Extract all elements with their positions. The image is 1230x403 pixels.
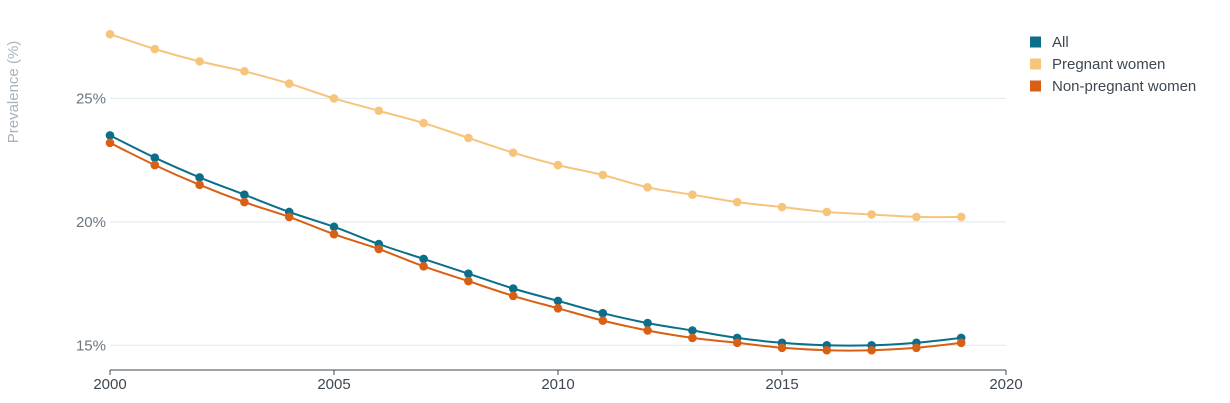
- data-point: [777, 343, 787, 353]
- data-point: [867, 210, 876, 219]
- data-point: [598, 170, 608, 180]
- data-point: [195, 180, 204, 190]
- data-point: [374, 106, 384, 116]
- data-point: [464, 133, 473, 143]
- data-point: [374, 244, 384, 254]
- data-point: [240, 66, 249, 76]
- data-point: [464, 276, 473, 286]
- data-point: [688, 326, 697, 335]
- data-point: [464, 269, 473, 279]
- legend-swatch: [1030, 36, 1041, 48]
- data-point: [508, 291, 518, 301]
- series-lines: [105, 29, 966, 355]
- x-tick-label: 2005: [317, 376, 350, 393]
- y-tick-label: 25%: [76, 90, 106, 107]
- data-point: [150, 153, 160, 162]
- legend-label: Non-pregnant women: [1052, 78, 1196, 95]
- legend-item: Pregnant women: [1030, 56, 1165, 73]
- data-point: [195, 57, 204, 66]
- x-tick-label: 2015: [765, 376, 798, 393]
- data-point: [956, 338, 966, 348]
- data-point: [822, 207, 832, 217]
- legend: All Pregnant women Non-pregnant women: [1030, 34, 1196, 95]
- data-point: [553, 303, 563, 313]
- data-point: [553, 160, 563, 170]
- data-point: [240, 190, 249, 200]
- data-point: [822, 345, 832, 355]
- data-point: [598, 316, 608, 325]
- y-axis-tick-labels: 15% 20% 25%: [76, 90, 106, 354]
- data-point: [732, 338, 742, 348]
- data-point: [956, 212, 966, 222]
- data-point: [643, 182, 652, 192]
- series-line: [109, 134, 962, 347]
- x-axis-tick-labels: 2000 2005 2010 2015 2020: [93, 376, 1022, 393]
- legend-swatch: [1030, 80, 1041, 92]
- legend-item: Non-pregnant women: [1030, 78, 1196, 95]
- data-point: [598, 308, 608, 318]
- data-point: [732, 197, 742, 207]
- data-point: [912, 212, 921, 222]
- x-tick-label: 2020: [989, 376, 1022, 393]
- data-point: [508, 148, 518, 158]
- y-tick-label: 20%: [76, 214, 106, 231]
- series-line: [109, 142, 962, 352]
- data-point: [105, 131, 115, 140]
- data-point: [105, 138, 115, 148]
- data-point: [329, 229, 339, 239]
- data-point: [150, 44, 160, 54]
- data-point: [105, 29, 115, 39]
- data-point: [867, 345, 876, 355]
- data-point: [419, 254, 428, 264]
- data-point: [419, 262, 428, 271]
- y-axis-title: Prevalence (%): [5, 41, 22, 144]
- data-point: [240, 197, 249, 207]
- data-point: [643, 318, 652, 328]
- legend-label: All: [1052, 34, 1069, 51]
- data-point: [284, 212, 294, 222]
- data-point: [195, 173, 204, 182]
- series-pregnant-women: [105, 29, 966, 222]
- data-point: [777, 202, 787, 212]
- data-point: [284, 79, 294, 88]
- data-point: [912, 343, 921, 353]
- series-all: [105, 131, 966, 350]
- data-point: [508, 284, 518, 293]
- series-non-pregnant-women: [105, 138, 966, 355]
- x-tick-label: 2000: [93, 376, 126, 393]
- legend-item: All: [1030, 34, 1069, 51]
- data-point: [643, 326, 652, 335]
- data-point: [329, 222, 339, 232]
- legend-label: Pregnant women: [1052, 56, 1165, 73]
- data-point: [329, 94, 339, 103]
- x-axis: [109, 369, 1007, 375]
- data-point: [688, 190, 697, 200]
- legend-swatch: [1030, 58, 1041, 70]
- data-point: [688, 333, 697, 343]
- data-point: [419, 118, 428, 128]
- data-point: [150, 160, 160, 170]
- x-tick-label: 2010: [541, 376, 574, 393]
- y-tick-label: 15%: [76, 337, 106, 354]
- data-point: [553, 296, 563, 306]
- series-line: [109, 33, 962, 219]
